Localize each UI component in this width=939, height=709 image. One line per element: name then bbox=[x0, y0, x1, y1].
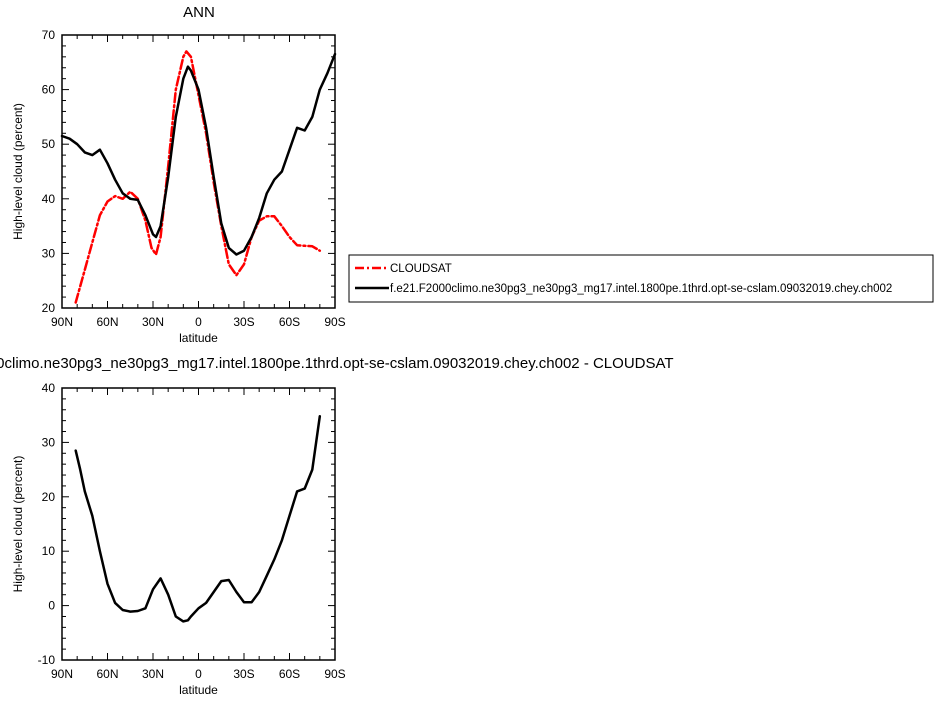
x-tick-label: 0 bbox=[195, 667, 202, 681]
y-tick-label: 30 bbox=[42, 435, 56, 449]
x-tick-label: 90S bbox=[324, 315, 345, 329]
legend-box bbox=[348, 254, 934, 303]
y-tick-label: 10 bbox=[42, 544, 56, 558]
legend-label-1: CLOUDSAT bbox=[390, 263, 452, 275]
y-axis-label: High-level cloud (percent) bbox=[11, 103, 25, 240]
plot-frame-1 bbox=[61, 34, 336, 309]
x-tick-label: 60S bbox=[279, 315, 300, 329]
y-tick-label: 50 bbox=[42, 137, 56, 151]
legend-label-2: f.e21.F2000climo.ne30pg3_ne30pg3_mg17.in… bbox=[390, 283, 892, 295]
y-tick-label: 40 bbox=[42, 381, 56, 395]
x-tick-label: 90S bbox=[324, 667, 345, 681]
y-axis-label: High-level cloud (percent) bbox=[11, 456, 25, 593]
y-tick-label: -10 bbox=[38, 653, 56, 667]
x-axis-label: latitude bbox=[179, 683, 218, 697]
y-tick-label: 20 bbox=[42, 490, 56, 504]
chart-title-1: ANN bbox=[183, 4, 215, 21]
x-tick-label: 60N bbox=[96, 667, 118, 681]
x-tick-label: 30N bbox=[142, 315, 164, 329]
y-tick-label: 0 bbox=[48, 599, 55, 613]
x-tick-label: 60N bbox=[96, 315, 118, 329]
y-tick-label: 70 bbox=[42, 28, 56, 42]
x-tick-label: 30S bbox=[233, 315, 254, 329]
plot-frame-2 bbox=[61, 387, 336, 661]
y-tick-label: 60 bbox=[42, 83, 56, 97]
y-tick-label: 20 bbox=[42, 301, 56, 315]
x-tick-label: 0 bbox=[195, 315, 202, 329]
y-tick-label: 40 bbox=[42, 192, 56, 206]
x-tick-label: 30S bbox=[233, 667, 254, 681]
x-tick-label: 30N bbox=[142, 667, 164, 681]
series-line-2-1 bbox=[74, 415, 322, 623]
chart-title-2: f.e21.F2000climo.ne30pg3_ne30pg3_mg17.in… bbox=[0, 355, 674, 372]
x-tick-label: 90N bbox=[51, 315, 73, 329]
x-tick-label: 90N bbox=[51, 667, 73, 681]
x-axis-label: latitude bbox=[179, 331, 218, 345]
y-tick-label: 30 bbox=[42, 246, 56, 260]
series-line-1-1 bbox=[74, 50, 322, 304]
x-tick-label: 60S bbox=[279, 667, 300, 681]
series-line-1-2 bbox=[60, 52, 337, 256]
